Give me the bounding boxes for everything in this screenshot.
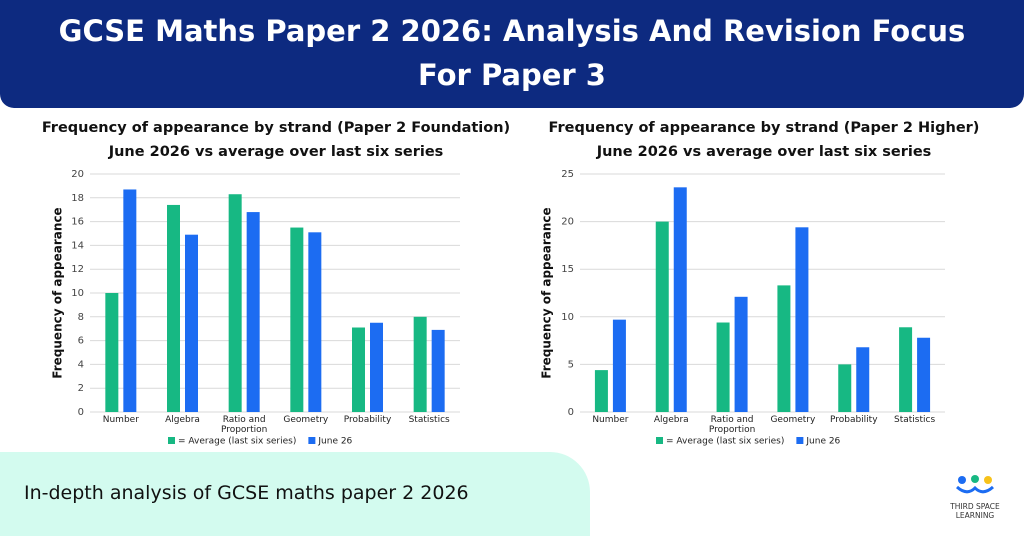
chart-subtitle: June 2026 vs average over last six serie… [108,144,444,160]
bar [185,234,198,412]
y-tick-label: 10 [561,312,574,323]
y-tick-label: 20 [71,169,84,180]
legend-swatch [168,437,175,444]
y-tick-label: 14 [71,240,84,251]
logo-icon [955,475,995,494]
bar [123,189,137,412]
chart-title: Frequency of appearance by strand (Paper… [41,120,511,136]
bar [352,327,365,412]
logo-text: THIRD SPACE LEARNING [950,502,1000,520]
y-axis-label: Frequency of appearance [540,207,554,378]
bar [167,204,180,412]
legend-label: June 26 [805,437,840,447]
x-tick-label: Geometry [770,415,816,425]
y-tick-label: 2 [78,383,84,394]
y-tick-label: 20 [561,217,574,228]
y-axis-label: Frequency of appearance [51,207,65,378]
bar [734,296,748,412]
y-tick-label: 4 [78,359,84,370]
bar [105,293,119,412]
y-tick-label: 5 [568,359,574,370]
x-tick-label: Algebra [165,415,200,425]
bar [246,212,260,412]
bar [899,327,913,412]
bar [838,364,852,412]
bar [308,232,322,412]
bar [290,227,304,412]
x-tick-label: Probability [343,415,392,425]
x-tick-label: Ratio and Proportion [220,415,268,435]
bar [673,187,687,412]
logo: THIRD SPACE LEARNING [945,474,1005,520]
bar [716,322,730,412]
x-tick-label: Ratio and Proportion [708,415,756,435]
footer: In-depth analysis of GCSE maths paper 2 … [0,452,590,536]
x-tick-label: Algebra [653,415,689,425]
legend-label: = Average (last six series) [178,437,296,447]
y-tick-label: 0 [568,407,574,418]
y-tick-label: 25 [561,169,574,180]
bar [856,347,870,412]
y-tick-label: 0 [78,407,84,418]
bar [431,329,445,412]
bar [413,316,427,412]
legend-label: June 26 [317,437,352,447]
chart-subtitle: June 2026 vs average over last six serie… [596,144,932,160]
y-tick-label: 12 [71,264,84,275]
bar [612,319,626,412]
y-tick-label: 16 [71,217,84,228]
bar [370,322,383,412]
y-tick-label: 15 [561,264,574,275]
bar [655,221,669,412]
y-tick-label: 18 [71,193,84,204]
footer-text: In-depth analysis of GCSE maths paper 2 … [24,482,469,504]
x-tick-label: Number [592,415,629,425]
legend-swatch [308,437,316,444]
x-tick-label: Probability [829,415,878,425]
bar [917,337,931,412]
y-tick-label: 8 [78,312,84,323]
x-tick-label: Number [102,415,139,425]
y-tick-label: 6 [78,336,84,347]
bar [795,227,809,412]
header-title: GCSE Maths Paper 2 2026: Analysis And Re… [0,0,1024,108]
bar [594,370,608,412]
x-tick-label: Statistics [408,415,450,425]
legend-swatch [796,437,804,444]
x-tick-label: Statistics [894,415,936,425]
bar [228,194,242,412]
y-tick-label: 10 [71,288,84,299]
bar [777,285,791,412]
chart-title: Frequency of appearance by strand (Paper… [548,120,980,136]
legend-swatch [656,437,663,444]
x-tick-label: Geometry [283,415,329,425]
legend-label: = Average (last six series) [666,437,784,447]
